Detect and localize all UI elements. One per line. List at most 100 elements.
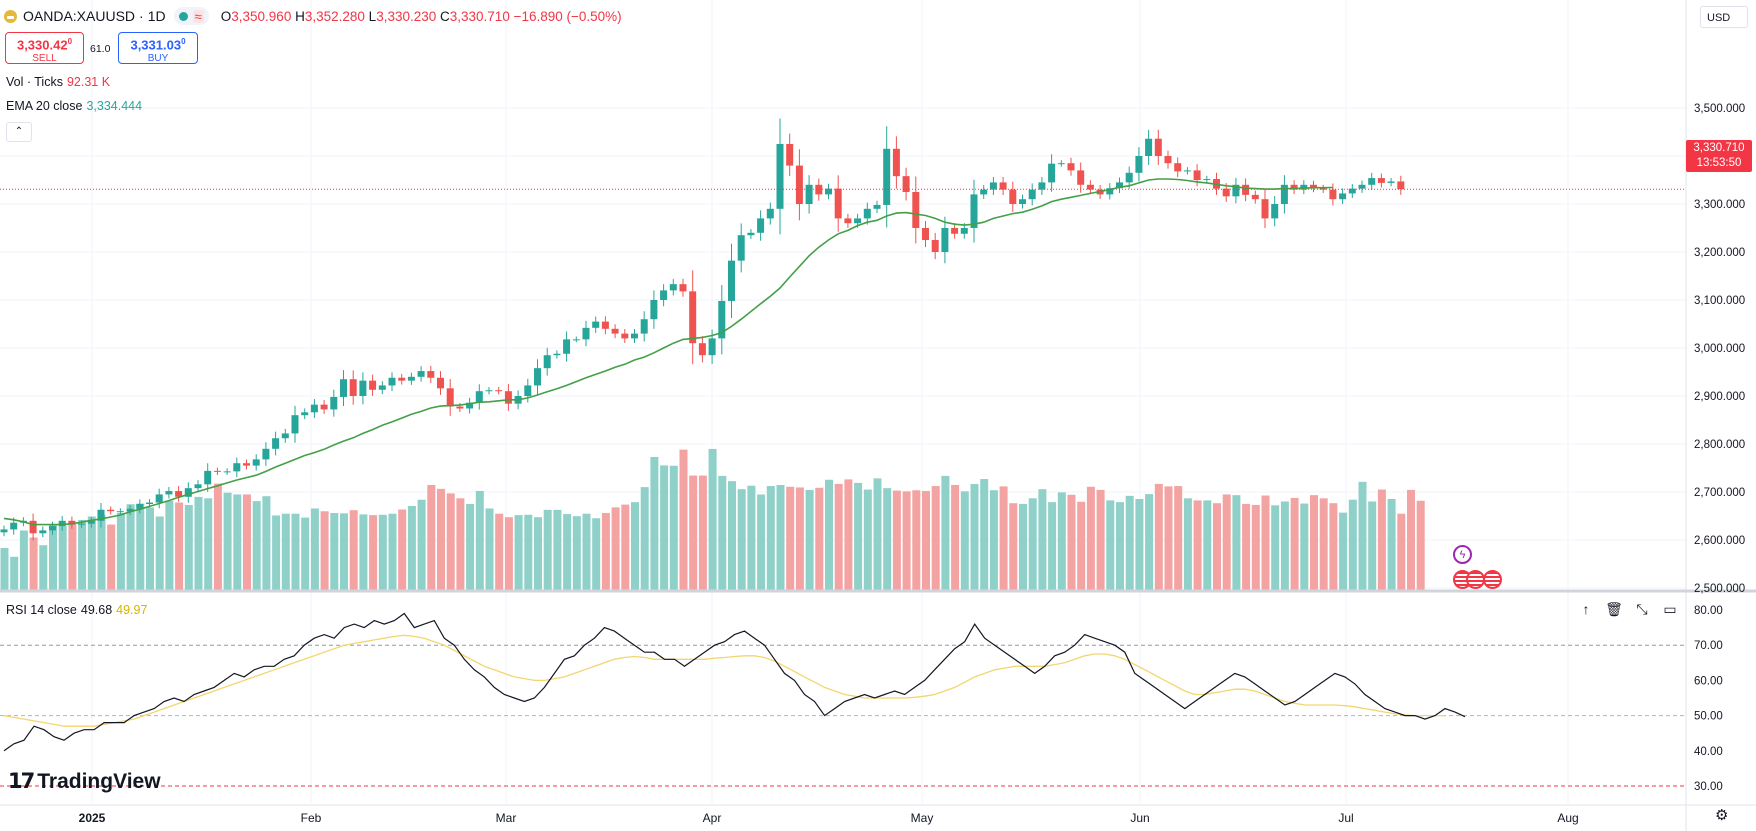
candle-body: [446, 388, 454, 407]
candle-body: [194, 484, 202, 489]
candle-body: [650, 300, 658, 320]
arrow-up-icon[interactable]: ↑: [1582, 601, 1590, 617]
volume-bar: [504, 517, 513, 590]
buy-button[interactable]: 3,331.030 BUY: [118, 32, 198, 64]
sell-price: 3,330.42: [16, 37, 68, 53]
volume-bar: [1213, 503, 1221, 590]
volume-bar: [834, 483, 843, 590]
volume-bar: [902, 491, 911, 590]
volume-bar: [243, 494, 251, 590]
candle-body: [922, 228, 929, 240]
volume-bar: [78, 520, 87, 590]
candle-body: [175, 491, 183, 497]
price-tick-label: 2,700.000: [1694, 487, 1745, 499]
candle-body: [669, 284, 677, 291]
volume-bar: [999, 486, 1008, 590]
volume-bar: [766, 486, 775, 590]
buy-price: 3,331.03: [130, 37, 182, 53]
volume-bar: [1368, 501, 1377, 590]
volume-bar: [233, 494, 242, 590]
collapse-legend-button[interactable]: ⌃: [6, 122, 32, 142]
volume-bar: [0, 548, 9, 590]
rsi-legend[interactable]: RSI 14 close 49.68 49.97: [6, 603, 148, 617]
candle-body: [49, 526, 56, 531]
trash-icon[interactable]: 🗑: [1605, 601, 1623, 617]
volume-bar: [747, 485, 756, 590]
us-flag-icon[interactable]: [1483, 570, 1502, 589]
candle-body: [1048, 163, 1056, 183]
candle-body: [582, 327, 590, 340]
volume-bar: [1339, 512, 1348, 590]
volume-bar: [1397, 513, 1406, 590]
price-tick-label: 2,600.000: [1694, 535, 1745, 547]
volume-bar: [572, 516, 581, 590]
candle-body: [1135, 156, 1143, 173]
rsi-tick-label: 70.00: [1694, 640, 1723, 652]
more-icon[interactable]: ▭: [1663, 601, 1677, 617]
candle-body: [281, 433, 289, 439]
candle-body: [340, 379, 347, 397]
candle-body: [437, 377, 444, 389]
candle-body: [165, 491, 173, 495]
price-tick-label: 3,100.000: [1694, 295, 1745, 307]
candle-body: [1290, 184, 1298, 190]
candle-body: [737, 235, 745, 261]
price-tick-label: 2,500.000: [1694, 583, 1745, 595]
volume-bar: [10, 556, 19, 590]
lightning-icon[interactable]: ϟ: [1453, 545, 1472, 564]
volume-bar: [272, 515, 281, 590]
volume-bar: [679, 449, 688, 590]
ema-legend[interactable]: EMA 20 close 3,334.444: [6, 99, 143, 113]
symbol-name[interactable]: OANDA:XAUUSD: [23, 8, 136, 24]
candle-body: [757, 218, 765, 233]
rsi-tick-label: 80.00: [1694, 605, 1723, 617]
time-tick-label: May: [911, 811, 934, 825]
candlesticks: [0, 118, 1405, 541]
candle-body: [1203, 179, 1211, 181]
ema-line: [3, 178, 1333, 526]
gear-icon[interactable]: ⚙: [1715, 807, 1729, 824]
interval[interactable]: 1D: [147, 8, 166, 24]
candle-body: [252, 459, 260, 466]
time-tick-label: 2025: [79, 811, 106, 825]
volume-bar: [825, 479, 833, 590]
volume-legend[interactable]: Vol · Ticks 92.31 K: [6, 75, 111, 89]
rsi-pane: [0, 612, 1686, 787]
currency-selector[interactable]: USD: [1700, 6, 1748, 28]
candle-body: [155, 494, 163, 503]
volume-bar: [989, 490, 998, 590]
volume-bar: [369, 515, 378, 590]
volume-bar: [650, 457, 659, 590]
volume-bar: [1116, 502, 1124, 590]
candle-body: [301, 412, 309, 416]
volume-bar: [155, 516, 164, 590]
volume-bar: [698, 475, 707, 590]
volume-bar: [582, 513, 591, 590]
collapse-arrows-icon[interactable]: ⤡: [1636, 601, 1648, 617]
candle-body: [504, 391, 512, 404]
volume-bar: [776, 485, 785, 590]
candle-body: [631, 333, 638, 339]
candle-body: [136, 504, 144, 509]
candle-body: [485, 390, 493, 392]
candle-body: [68, 520, 76, 525]
sell-button[interactable]: 3,330.420 SELL: [5, 32, 84, 64]
candle-body: [1271, 204, 1279, 219]
volume-bar: [19, 530, 28, 590]
volume-bar: [844, 479, 853, 590]
tradingview-logo[interactable]: 𝟭𝟳 TradingView: [8, 769, 161, 794]
candle-body: [495, 390, 503, 392]
candle-body: [892, 148, 900, 177]
candle-body: [107, 509, 115, 512]
volume-bar: [640, 487, 649, 590]
volume-bar: [1222, 494, 1231, 590]
candle-body: [766, 208, 774, 219]
candle-body: [291, 415, 299, 434]
candle-body: [553, 353, 561, 356]
volume-bar: [951, 485, 960, 590]
market-status[interactable]: ≈: [173, 7, 209, 25]
volume-bar: [340, 513, 348, 590]
volume-bar: [427, 485, 436, 590]
volume-bar: [446, 493, 455, 590]
